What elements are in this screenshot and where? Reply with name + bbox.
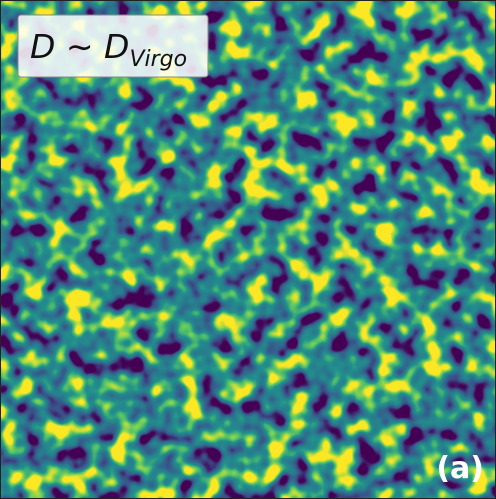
figure-panel: D ∼ DVirgo (a) <box>0 0 496 499</box>
label-subscript: Virgo <box>129 47 187 72</box>
label-main: D ∼ D <box>30 27 129 66</box>
panel-label: (a) <box>436 451 484 486</box>
